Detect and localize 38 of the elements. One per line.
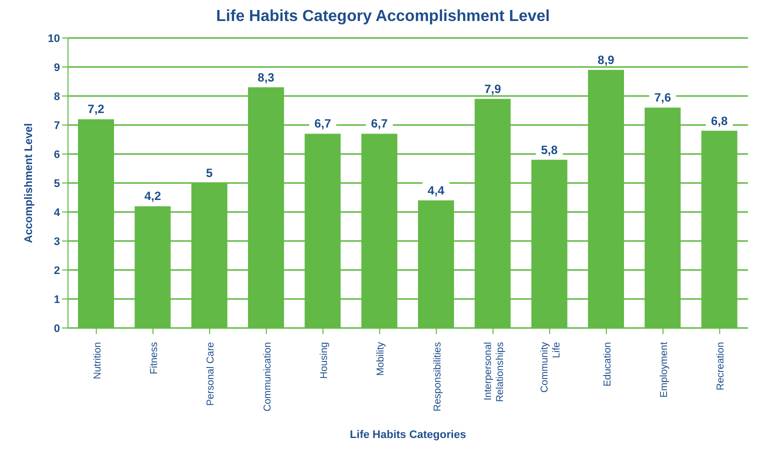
y-tick-label: 1: [54, 294, 60, 306]
data-label: 6,8: [710, 114, 728, 128]
data-label: 5: [206, 166, 213, 180]
y-tick-label: 5: [54, 178, 60, 190]
data-label: 7,9: [484, 82, 502, 96]
y-axis-title: Accomplishment Level: [22, 123, 35, 243]
x-tick-label: Mobility: [376, 342, 387, 376]
x-axis-title: Life Habits Categories: [350, 429, 466, 441]
y-tick-label: 6: [54, 148, 60, 161]
data-label: 7,2: [88, 102, 105, 116]
data-label: 4,4: [428, 183, 445, 198]
x-tick-label: Education: [602, 342, 614, 386]
y-tick-label: 9: [54, 62, 60, 74]
x-tick-label: Nutrition: [92, 342, 104, 380]
data-label: 7,6: [654, 90, 672, 105]
x-tick-label: Personal Care: [206, 342, 217, 406]
y-tick-label: 4: [54, 206, 61, 219]
y-tick-label: 0: [54, 322, 60, 335]
x-tick-label: Housing: [319, 342, 330, 379]
x-tick-label: Fitness: [149, 342, 160, 374]
data-label: 8,3: [258, 70, 275, 84]
x-tick-label: Employment: [659, 342, 670, 398]
x-tick-label: Interpersonal Relationships: [483, 342, 506, 402]
x-tick-label: Community Life: [540, 342, 563, 393]
x-tick-label: Recreation: [716, 342, 727, 390]
chart-title: Life Habits Category Accomplishment Level: [215, 8, 551, 27]
data-label: 6,7: [314, 116, 332, 131]
x-tick-label: Responsibilities: [432, 342, 444, 412]
data-label: 8,9: [598, 52, 615, 67]
data-label: 6,7: [370, 116, 388, 131]
data-label: 5,8: [540, 142, 558, 157]
data-label: 4,2: [144, 189, 162, 204]
y-tick-label: 8: [54, 90, 60, 103]
x-tick-label: Communication: [262, 342, 274, 412]
y-tick-label: 3: [54, 236, 60, 248]
y-tick-label: 2: [54, 264, 60, 277]
y-tick-label: 10: [48, 32, 60, 45]
y-tick-label: 7: [54, 120, 60, 132]
